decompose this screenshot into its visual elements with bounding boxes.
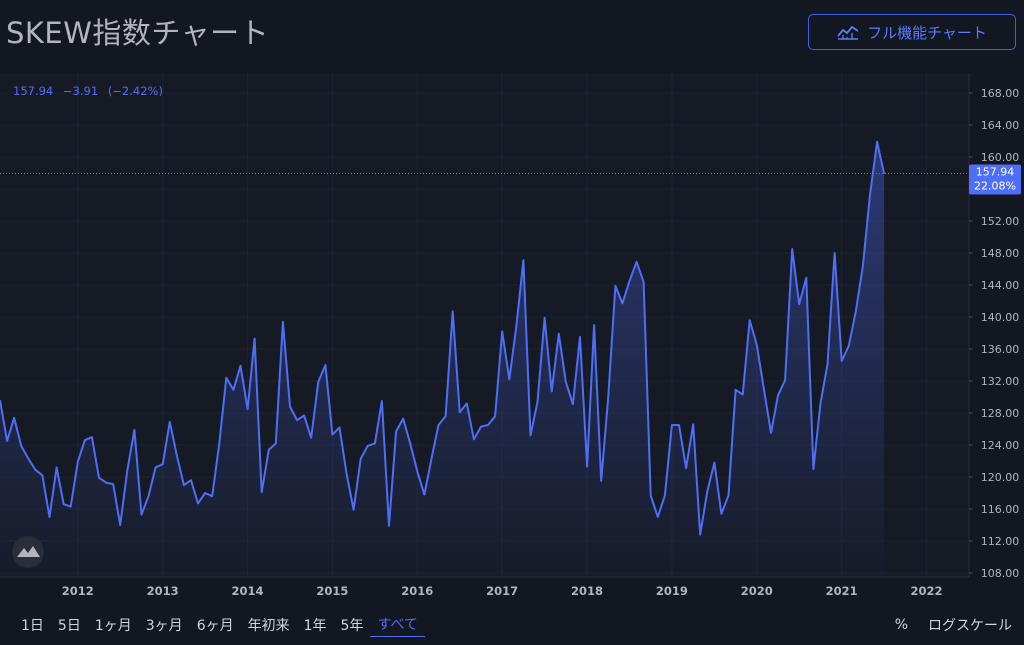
legend-values: 157.94 −3.91 (−2.42%): [13, 84, 163, 98]
range-button[interactable]: 1ヶ月: [94, 618, 132, 634]
range-button[interactable]: 1年: [303, 618, 327, 634]
last-price-value: 157.94: [976, 165, 1015, 178]
y-tick-label: 124.00: [981, 439, 1020, 452]
x-tick-label: 2022: [911, 584, 943, 598]
y-tick-label: 148.00: [981, 247, 1020, 260]
range-button[interactable]: すべて: [370, 614, 425, 637]
x-tick-label: 2016: [401, 584, 433, 598]
x-tick-label: 2017: [486, 584, 518, 598]
x-tick-label: 2012: [62, 584, 94, 598]
skew-chart[interactable]: 168.00164.00160.00156.00152.00148.00144.…: [0, 73, 1024, 605]
last-price-pct: 22.08%: [974, 179, 1016, 192]
y-tick-label: 152.00: [981, 215, 1020, 228]
x-tick-label: 2019: [656, 584, 688, 598]
series-points: [0, 141, 885, 535]
time-axis[interactable]: 2012 2013 2014 2015 2016 2017 2018 2019 2020 2021…: [62, 584, 943, 598]
legend-change: −3.91: [63, 84, 98, 98]
range-button[interactable]: 6ヶ月: [196, 618, 234, 634]
range-button[interactable]: 年初来: [247, 618, 290, 634]
series-area: [0, 141, 885, 578]
range-toolbar: 1日 5日 1ヶ月 3ヶ月 6ヶ月 年初来 1年 5年 すべて % ログスケール: [0, 605, 1024, 645]
y-tick-label: 168.00: [981, 87, 1020, 100]
x-tick-label: 2014: [232, 584, 264, 598]
y-tick-label: 164.00: [981, 119, 1020, 132]
chart-area[interactable]: 168.00164.00160.00156.00152.00148.00144.…: [0, 73, 1024, 605]
y-tick-label: 132.00: [981, 375, 1020, 388]
y-tick-label: 120.00: [981, 471, 1020, 484]
page-title: SKEW指数チャート: [6, 16, 270, 50]
last-price-tag: 157.94 22.08%: [969, 164, 1021, 195]
series-line: [0, 140, 886, 536]
chart-line-icon: [837, 25, 859, 40]
range-button[interactable]: 1日: [21, 618, 44, 634]
x-tick-label: 2015: [316, 584, 348, 598]
y-tick-label: 128.00: [981, 407, 1020, 420]
percent-toggle[interactable]: %: [894, 617, 908, 633]
log-scale-toggle[interactable]: ログスケール: [928, 618, 1012, 634]
y-tick-label: 160.00: [981, 151, 1020, 164]
legend-change-pct: (−2.42%): [108, 84, 163, 98]
y-tick-label: 140.00: [981, 311, 1020, 324]
y-tick-label: 136.00: [981, 343, 1020, 356]
y-tick-label: 116.00: [981, 503, 1020, 516]
range-button[interactable]: 5年: [340, 618, 364, 634]
x-tick-label: 2021: [826, 584, 858, 598]
x-tick-label: 2018: [571, 584, 603, 598]
y-tick-label: 144.00: [981, 279, 1020, 292]
x-tick-label: 2020: [741, 584, 773, 598]
x-tick-label: 2013: [147, 584, 179, 598]
full-chart-button[interactable]: フル機能チャート: [808, 14, 1016, 50]
full-chart-button-label: フル機能チャート: [867, 23, 987, 42]
price-axis[interactable]: 168.00164.00160.00156.00152.00148.00144.…: [969, 87, 1019, 580]
y-tick-label: 112.00: [981, 535, 1020, 548]
range-button[interactable]: 5日: [57, 618, 81, 634]
legend-price: 157.94: [13, 84, 53, 98]
tradingview-logo-icon[interactable]: [12, 536, 44, 568]
range-button[interactable]: 3ヶ月: [145, 618, 183, 634]
y-tick-label: 108.00: [981, 567, 1020, 580]
